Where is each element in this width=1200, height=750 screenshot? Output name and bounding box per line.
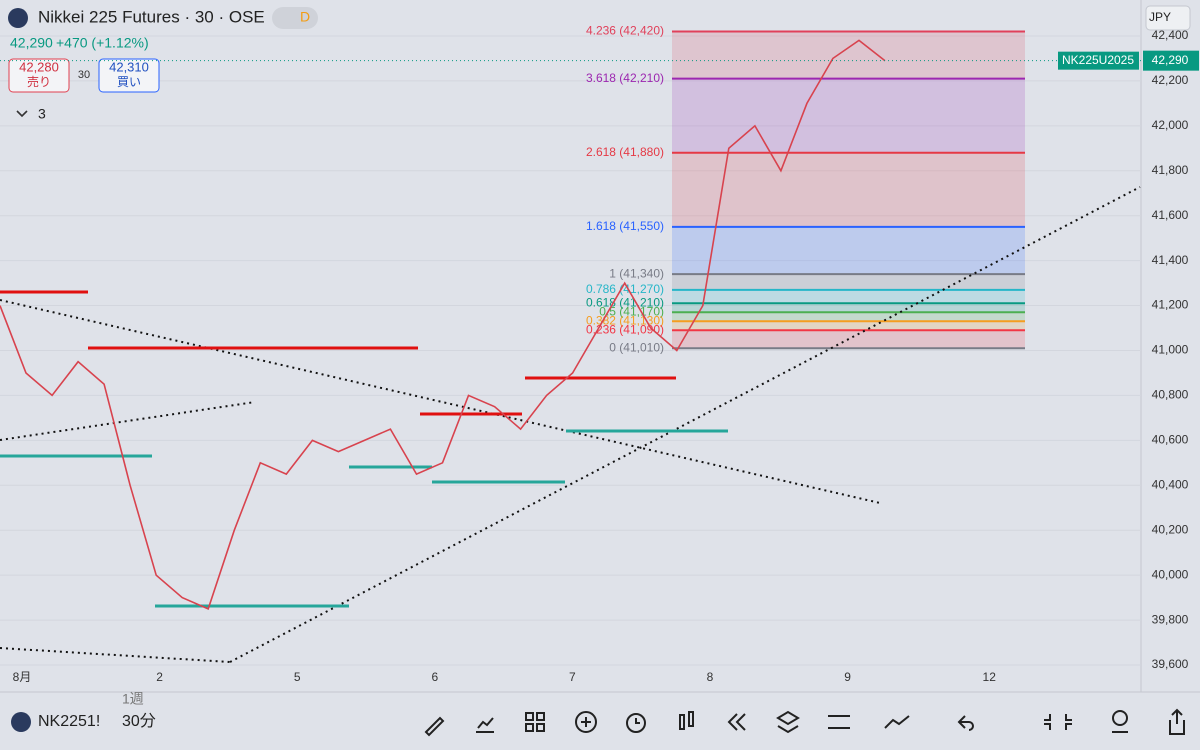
badge-pill xyxy=(272,7,318,29)
trendlines xyxy=(0,186,1141,663)
fib-zone xyxy=(672,78,1025,153)
x-tick-label: 2 xyxy=(156,670,163,684)
y-tick-label: 40,800 xyxy=(1152,388,1189,402)
sell-button[interactable] xyxy=(8,58,70,93)
y-tick-label: 40,600 xyxy=(1152,433,1189,447)
y-tick-label: 39,600 xyxy=(1152,657,1189,671)
y-tick-label: 41,800 xyxy=(1152,163,1189,177)
x-tick-label: 8 xyxy=(707,670,714,684)
fib-zone xyxy=(672,289,1025,304)
y-tick-label: 42,400 xyxy=(1152,28,1189,42)
sell-price[interactable]: 42,280 xyxy=(19,59,59,74)
x-tick-label: 9 xyxy=(844,670,851,684)
fib-zone xyxy=(672,274,1025,290)
y-tick-label: 40,400 xyxy=(1152,477,1189,491)
fib-zone xyxy=(672,321,1025,331)
fib-label: 0.786 (41,270) xyxy=(586,282,664,296)
fib-zone xyxy=(672,152,1025,227)
symbol-title[interactable]: Nikkei 225 Futures · 30 · OSE xyxy=(38,7,265,26)
symbol-tag-bg xyxy=(1058,51,1139,70)
fib-label: 0.236 (41,090) xyxy=(586,322,664,336)
fib-label: 0.618 (41,210) xyxy=(586,295,664,309)
fib-zone xyxy=(672,226,1025,275)
symbol-logo xyxy=(8,8,28,28)
buy-price[interactable]: 42,310 xyxy=(109,59,149,74)
fib-label: 4.236 (42,420) xyxy=(586,24,664,38)
x-tick-label: 8月 xyxy=(13,670,32,684)
currency[interactable]: JPY xyxy=(1149,10,1171,24)
indicators-count[interactable]: 3 xyxy=(38,106,46,122)
fib-zone xyxy=(672,303,1025,313)
collapse-icon[interactable] xyxy=(16,110,28,118)
price-line xyxy=(0,39,886,610)
fib-label: 1 (41,340) xyxy=(609,266,664,280)
x-tick-label: 5 xyxy=(294,670,301,684)
fib-zone xyxy=(672,31,1025,79)
price-tag: 42,290 xyxy=(1152,53,1189,67)
buy-button[interactable] xyxy=(98,58,160,93)
fib-label: 3.618 (42,210) xyxy=(586,71,664,85)
fib-label: 1.618 (41,550) xyxy=(586,219,664,233)
y-tick-label: 39,800 xyxy=(1152,612,1189,626)
x-tick-label: 12 xyxy=(983,670,997,684)
toolbar-interval[interactable]: 30分 xyxy=(122,712,156,730)
toolbar-symbol[interactable]: NK2251! xyxy=(38,713,100,730)
y-tick-label: 41,200 xyxy=(1152,298,1189,312)
toolbar xyxy=(0,694,1200,750)
badge: D xyxy=(300,9,310,25)
y-tick-label: 41,000 xyxy=(1152,343,1189,357)
change: +470 (+1.12%) xyxy=(56,35,149,51)
buy-label[interactable]: 買い xyxy=(117,75,141,89)
y-tick-label: 41,400 xyxy=(1152,253,1189,267)
x-tick-label: 6 xyxy=(431,670,438,684)
fib-label: 2.618 (41,880) xyxy=(586,145,664,159)
last-price: 42,290 xyxy=(10,35,53,51)
toolbar-logo xyxy=(11,712,31,732)
toolbar-icons[interactable] xyxy=(424,708,1185,737)
toolbar-alt-interval: 1週 xyxy=(122,691,144,707)
y-tick-label: 40,200 xyxy=(1152,522,1189,536)
y-tick-label: 42,200 xyxy=(1152,73,1189,87)
sell-label[interactable]: 売り xyxy=(27,74,51,89)
price-tag-bg xyxy=(1143,50,1199,71)
fib-label: 0 (41,010) xyxy=(609,340,664,354)
x-tick-label: 7 xyxy=(569,670,576,684)
fib-label: 0.5 (41,170) xyxy=(599,304,664,318)
currency-button[interactable] xyxy=(1145,5,1191,31)
y-tick-label: 40,000 xyxy=(1152,567,1189,581)
fib-zone xyxy=(672,312,1025,322)
symbol-tag: NK225U2025 xyxy=(1062,53,1134,67)
spread: 30 xyxy=(78,69,90,81)
y-tick-label: 41,600 xyxy=(1152,208,1189,222)
y-tick-label: 42,000 xyxy=(1152,118,1189,132)
levels xyxy=(0,290,728,608)
